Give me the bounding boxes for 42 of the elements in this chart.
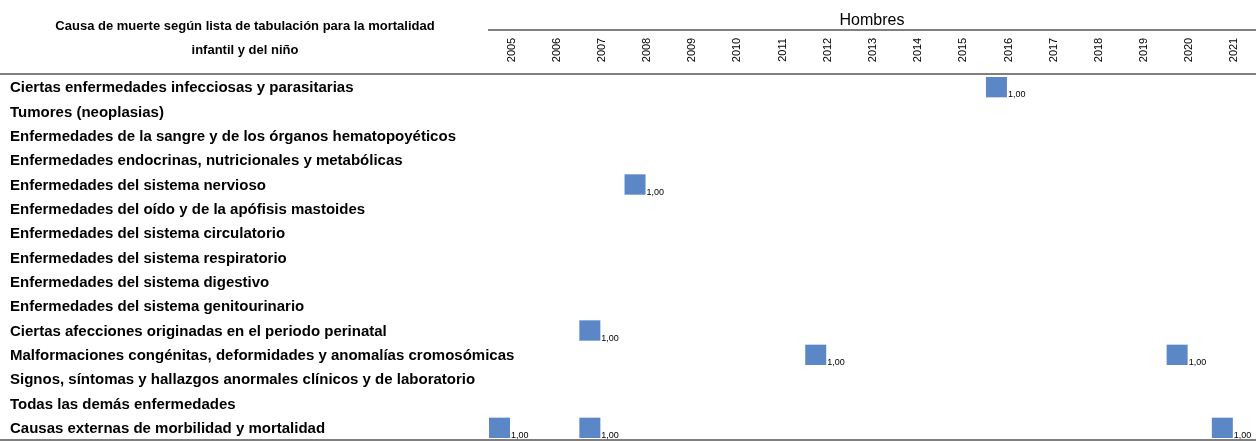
y-tick-label: Enfermedades del sistema nervioso: [10, 175, 266, 193]
data-label: 1,00: [601, 430, 619, 440]
x-tick-label: 2005: [504, 37, 517, 63]
y-tick-label: Enfermedades endocrinas, nutricionales y metabólicas: [10, 151, 403, 169]
y-tick-label: Enfermedades del sistema circulatorio: [10, 224, 286, 242]
data-label: 1,00: [646, 186, 665, 197]
y-tick-label: Enfermedades de la sangre y de los órganos hematopoyéticos: [10, 126, 456, 144]
x-tick-label: 2008: [640, 37, 653, 63]
y-tick-label: Ciertas afecciones originadas en el periodo perinatal: [10, 321, 387, 339]
x-tick-label: 2007: [594, 37, 607, 63]
y-tick-label: Malformaciones congénitas, deformidades y anomalías cromosómicas: [10, 345, 515, 363]
x-tick-label: 2014: [911, 37, 924, 63]
x-tick-label: 2016: [1001, 37, 1014, 63]
y-tick-label: Tumores (neoplasias): [10, 102, 164, 120]
x-tick-label: 2012: [820, 37, 833, 63]
y-axis-title: Causa de muerte según lista de tabulación para la mortalidad infantil y del niño: [55, 18, 435, 57]
x-tick-label: 2009: [685, 37, 698, 63]
y-tick-label: Enfermedades del sistema genitourinario: [10, 297, 305, 315]
data-label: 1,00: [1007, 89, 1026, 100]
data-label: 1,00: [1188, 357, 1207, 367]
x-tick-label: 2013: [866, 37, 878, 63]
y-tick-label: Enfermedades del oído y de la apófisis mastoides: [10, 199, 366, 217]
y-tick-label: Enfermedades del sistema digestivo: [10, 272, 270, 290]
y-tick-label: Ciertas enfermedades infecciosas y parasitarias: [10, 78, 354, 96]
x-tick-label: 2011: [775, 38, 788, 62]
x-tick-label: 2021: [1227, 37, 1240, 63]
y-tick-label: Todas las demás enfermedades: [10, 394, 236, 412]
x-tick-label: 2006: [549, 37, 562, 63]
chart-title: Hombres: [839, 11, 905, 28]
x-tick-label: 2010: [730, 37, 743, 63]
x-tick-label: 2017: [1046, 37, 1059, 63]
x-tick-label: 2020: [1182, 37, 1195, 63]
y-tick-label: Enfermedades del sistema respiratorio: [10, 248, 287, 266]
y-tick-label: Signos, síntomas y hallazgos anormales clínicos y de laboratorio: [10, 370, 476, 388]
data-label: 1,00: [601, 332, 619, 343]
data-label: 1,00: [511, 430, 529, 440]
x-tick-label: 2015: [956, 37, 969, 63]
x-tick-label: 2018: [1091, 37, 1104, 63]
data-label: 1,00: [1233, 430, 1252, 440]
data-label: 1,00: [827, 357, 845, 367]
x-tick-label: 2019: [1137, 37, 1150, 63]
y-tick-label: Causas externas de morbilidad y mortalidad: [10, 418, 326, 436]
